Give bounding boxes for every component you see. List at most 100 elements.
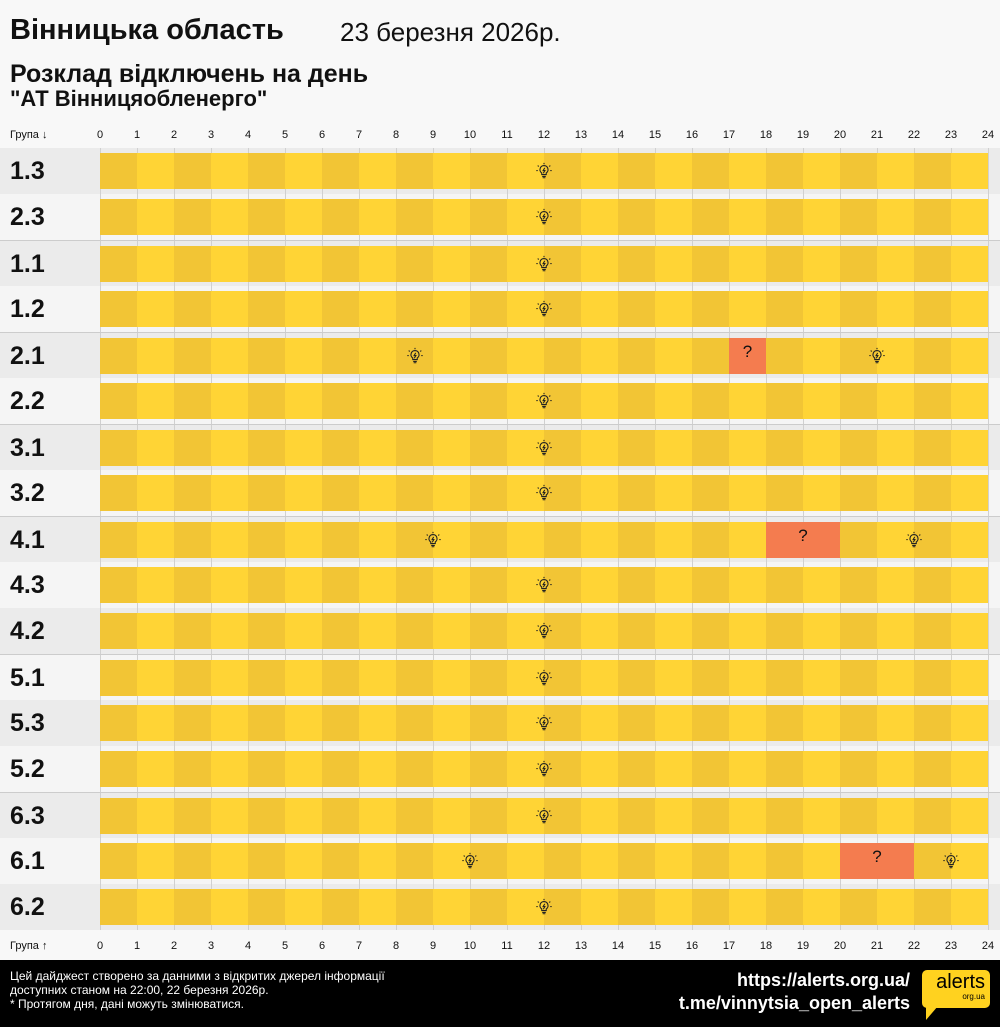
hour-cell-on[interactable] xyxy=(285,153,322,189)
hour-cell-on[interactable] xyxy=(137,705,174,741)
hour-cell-on[interactable] xyxy=(137,798,174,834)
hour-cell-on[interactable] xyxy=(396,613,433,649)
hour-cell-on[interactable] xyxy=(433,660,470,696)
hour-cell-on[interactable] xyxy=(507,153,544,189)
hour-cell-on[interactable] xyxy=(248,843,285,879)
hour-cell-on[interactable] xyxy=(766,153,803,189)
hour-cell-on[interactable] xyxy=(581,567,618,603)
hour-cell-on[interactable] xyxy=(544,798,581,834)
hour-cell-on[interactable] xyxy=(433,843,470,879)
hour-cell-on[interactable] xyxy=(322,889,359,925)
hour-cell-on[interactable] xyxy=(544,383,581,419)
hour-cell-on[interactable] xyxy=(877,798,914,834)
hour-cell-on[interactable] xyxy=(470,338,507,374)
hour-cell-on[interactable] xyxy=(803,613,840,649)
hour-cell-on[interactable] xyxy=(803,246,840,282)
hour-cell-on[interactable] xyxy=(692,705,729,741)
hour-cell-on[interactable] xyxy=(840,475,877,511)
hour-cell-on[interactable] xyxy=(174,246,211,282)
hour-cell-on[interactable] xyxy=(544,843,581,879)
group-sort-label-bottom[interactable]: Група ↑ xyxy=(10,940,48,952)
hour-cell-on[interactable] xyxy=(507,338,544,374)
hour-cell-on[interactable] xyxy=(655,475,692,511)
hour-cell-on[interactable] xyxy=(544,522,581,558)
hour-cell-on[interactable] xyxy=(359,246,396,282)
hour-cell-on[interactable] xyxy=(692,613,729,649)
hour-cell-on[interactable] xyxy=(692,660,729,696)
hour-cell-on[interactable] xyxy=(285,199,322,235)
hour-cell-on[interactable] xyxy=(581,153,618,189)
hour-cell-on[interactable] xyxy=(359,613,396,649)
hour-cell-on[interactable] xyxy=(618,475,655,511)
hour-cell-on[interactable] xyxy=(618,153,655,189)
hour-cell-on[interactable] xyxy=(692,383,729,419)
hour-cell-on[interactable] xyxy=(803,660,840,696)
hour-cell-on[interactable] xyxy=(692,246,729,282)
hour-cell-on[interactable] xyxy=(951,567,988,603)
hour-cell-on[interactable] xyxy=(840,430,877,466)
hour-cell-on[interactable] xyxy=(285,798,322,834)
hour-cell-on[interactable] xyxy=(507,430,544,466)
hour-cell-on[interactable] xyxy=(951,705,988,741)
hour-cell-on[interactable] xyxy=(618,338,655,374)
hour-cell-on[interactable] xyxy=(914,246,951,282)
hour-cell-on[interactable] xyxy=(803,430,840,466)
hour-cell-on[interactable] xyxy=(877,705,914,741)
hour-cell-on[interactable] xyxy=(100,475,137,511)
hour-cell-on[interactable] xyxy=(729,843,766,879)
hour-cell-on[interactable] xyxy=(137,613,174,649)
hour-cell-on[interactable] xyxy=(322,567,359,603)
hour-cell-on[interactable] xyxy=(396,660,433,696)
hour-cell-on[interactable] xyxy=(803,798,840,834)
hour-cell-on[interactable] xyxy=(655,843,692,879)
hour-cell-on[interactable] xyxy=(470,705,507,741)
group-sort-label[interactable]: Група ↓ xyxy=(10,129,48,141)
hour-cell-on[interactable] xyxy=(914,660,951,696)
hour-cell-on[interactable] xyxy=(766,383,803,419)
hour-cell-on[interactable] xyxy=(729,246,766,282)
hour-cell-on[interactable] xyxy=(544,475,581,511)
hour-cell-on[interactable] xyxy=(433,567,470,603)
hour-cell-on[interactable] xyxy=(618,522,655,558)
hour-cell-on[interactable] xyxy=(433,291,470,327)
hour-cell-on[interactable] xyxy=(692,798,729,834)
hour-cell-on[interactable] xyxy=(359,751,396,787)
hour-cell-maybe[interactable] xyxy=(803,522,840,558)
hour-cell-on[interactable] xyxy=(840,291,877,327)
hour-cell-on[interactable] xyxy=(507,751,544,787)
hour-cell-on[interactable] xyxy=(137,199,174,235)
hour-cell-on[interactable] xyxy=(507,705,544,741)
hour-cell-on[interactable] xyxy=(211,613,248,649)
hour-cell-on[interactable] xyxy=(359,199,396,235)
hour-cell-on[interactable] xyxy=(618,889,655,925)
hour-cell-on[interactable] xyxy=(877,475,914,511)
hour-cell-on[interactable] xyxy=(211,705,248,741)
hour-cell-on[interactable] xyxy=(803,291,840,327)
hour-cell-on[interactable] xyxy=(729,613,766,649)
hour-cell-on[interactable] xyxy=(285,660,322,696)
hour-cell-on[interactable] xyxy=(877,153,914,189)
hour-cell-on[interactable] xyxy=(211,199,248,235)
hour-cell-on[interactable] xyxy=(396,705,433,741)
alerts-logo[interactable]: alerts org.ua xyxy=(922,970,990,1020)
hour-cell-on[interactable] xyxy=(285,613,322,649)
hour-cell-on[interactable] xyxy=(285,843,322,879)
hour-cell-on[interactable] xyxy=(322,291,359,327)
hour-cell-on[interactable] xyxy=(211,430,248,466)
hour-cell-on[interactable] xyxy=(211,522,248,558)
hour-cell-on[interactable] xyxy=(470,153,507,189)
hour-cell-on[interactable] xyxy=(322,475,359,511)
hour-cell-on[interactable] xyxy=(359,705,396,741)
hour-cell-on[interactable] xyxy=(581,798,618,834)
hour-cell-on[interactable] xyxy=(433,798,470,834)
hour-cell-on[interactable] xyxy=(396,153,433,189)
hour-cell-on[interactable] xyxy=(655,199,692,235)
hour-cell-on[interactable] xyxy=(618,567,655,603)
hour-cell-on[interactable] xyxy=(396,475,433,511)
hour-cell-on[interactable] xyxy=(174,613,211,649)
hour-cell-on[interactable] xyxy=(100,613,137,649)
hour-cell-on[interactable] xyxy=(396,291,433,327)
hour-cell-on[interactable] xyxy=(100,751,137,787)
hour-cell-on[interactable] xyxy=(211,567,248,603)
hour-cell-on[interactable] xyxy=(581,246,618,282)
